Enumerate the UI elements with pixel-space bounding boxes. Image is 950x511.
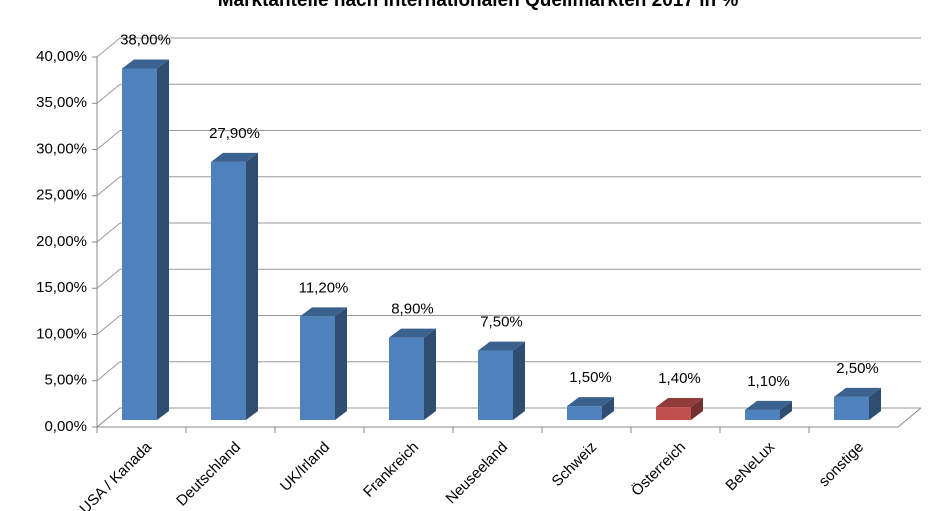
bar — [122, 68, 157, 420]
y-tick-label: 35,00% — [36, 94, 87, 111]
value-label: 7,50% — [480, 314, 523, 331]
x-tick-label: UK/Irland — [277, 439, 333, 495]
bar — [300, 316, 335, 420]
bar — [745, 409, 780, 420]
value-label: 2,50% — [836, 360, 879, 377]
grid-line — [96, 222, 121, 243]
bar — [656, 407, 691, 420]
bar-side — [602, 397, 614, 420]
bar-top — [211, 152, 258, 162]
y-tick-label: 5,00% — [44, 372, 87, 389]
bar-side — [246, 152, 258, 421]
value-label: 1,50% — [569, 369, 612, 386]
grid-line — [96, 315, 121, 335]
grid-line — [96, 37, 121, 58]
bar-side — [424, 328, 436, 420]
chart-title: Marktanteile nach internationalen Quellm… — [218, 0, 739, 11]
bar-top — [122, 59, 169, 69]
value-label: 27,90% — [209, 125, 260, 142]
bar — [389, 337, 424, 420]
y-tick-label: 20,00% — [36, 233, 87, 250]
bar-top — [656, 398, 703, 408]
value-label: 1,40% — [658, 370, 701, 387]
bar-top — [478, 341, 525, 351]
grid-line — [96, 268, 121, 289]
value-label: 11,20% — [299, 279, 349, 296]
grid-line — [96, 407, 121, 428]
x-tick-label: USA / Kanada — [76, 438, 155, 511]
grid-line — [96, 130, 121, 150]
bar-top — [745, 400, 792, 410]
bar — [211, 161, 246, 421]
bar-top — [834, 387, 881, 397]
x-tick-label: Österreich — [627, 438, 689, 500]
bar-side — [335, 307, 347, 420]
bar-side — [157, 59, 169, 420]
y-tick-label: 40,00% — [36, 48, 87, 65]
bar-side — [513, 341, 525, 420]
value-label: 8,90% — [391, 301, 434, 318]
bar-top — [389, 328, 436, 338]
bar-side — [780, 400, 792, 420]
x-tick-label: Deutschland — [173, 439, 244, 510]
y-tick-label: 30,00% — [36, 140, 87, 157]
y-tick-label: 15,00% — [36, 279, 87, 296]
x-tick-label: BeNeLux — [722, 438, 778, 494]
grid-line — [96, 83, 121, 104]
x-tick-label: Schweiz — [549, 439, 601, 491]
x-tick-label: Neuseeland — [443, 439, 512, 508]
y-tick-label: 10,00% — [36, 325, 87, 342]
bar — [834, 396, 869, 420]
value-label: 1,10% — [747, 373, 790, 390]
bar-side — [691, 398, 703, 420]
bar — [567, 406, 602, 420]
grid-line — [96, 361, 121, 382]
x-tick-label: Frankreich — [360, 439, 422, 501]
value-label: 38,00% — [120, 31, 171, 48]
bar-top — [300, 307, 347, 317]
bar-top — [567, 397, 614, 407]
y-tick-label: 25,00% — [36, 187, 87, 204]
grid-line — [96, 176, 121, 197]
x-tick-label: sonstige — [816, 439, 868, 491]
bar-side — [869, 387, 881, 420]
y-tick-label: 0,00% — [44, 418, 87, 435]
bar — [478, 350, 513, 420]
